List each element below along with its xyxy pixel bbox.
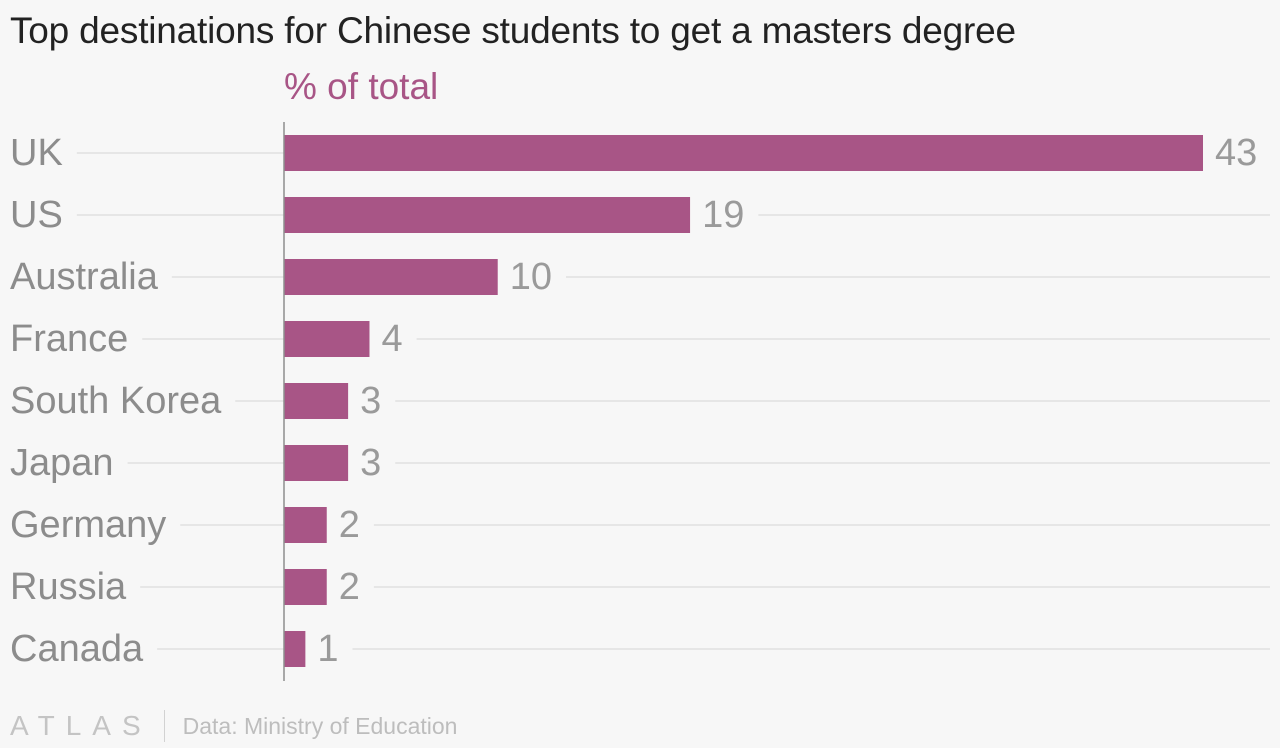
category-label: UK <box>10 132 63 174</box>
bar <box>284 321 370 357</box>
bar <box>284 135 1203 171</box>
chart-footer: ATLAS Data: Ministry of Education <box>10 704 457 748</box>
unit-label: % of total <box>284 66 439 107</box>
category-label: Canada <box>10 628 144 670</box>
bar <box>284 197 691 233</box>
value-label: 2 <box>339 504 360 546</box>
category-label: South Korea <box>10 380 222 422</box>
category-label: Russia <box>10 566 127 608</box>
bars <box>284 135 1203 667</box>
bar <box>284 507 327 543</box>
category-label: US <box>10 194 63 236</box>
bar <box>284 259 498 295</box>
bar <box>284 383 349 419</box>
source-note: Data: Ministry of Education <box>182 712 458 739</box>
category-label: Germany <box>10 504 166 546</box>
value-label: 3 <box>360 442 381 484</box>
bar <box>284 569 327 605</box>
category-label: Australia <box>10 256 159 298</box>
value-label: 19 <box>702 194 744 236</box>
bar <box>284 445 349 481</box>
category-label: Japan <box>10 442 114 484</box>
footer-divider <box>163 710 165 742</box>
category-labels: UK US Australia France South Korea Japan Germa… <box>10 132 222 670</box>
value-label: 43 <box>1215 132 1257 174</box>
value-label: 10 <box>510 256 552 298</box>
value-label: 1 <box>317 628 338 670</box>
value-label: 3 <box>360 380 381 422</box>
category-label: France <box>10 318 128 360</box>
value-label: 2 <box>339 566 360 608</box>
atlas-logo: ATLAS <box>10 710 152 741</box>
chart-title: Top destinations for Chinese students to… <box>10 10 1016 51</box>
gridlines <box>76 152 1270 650</box>
bar <box>284 631 306 667</box>
value-label: 4 <box>381 318 402 360</box>
